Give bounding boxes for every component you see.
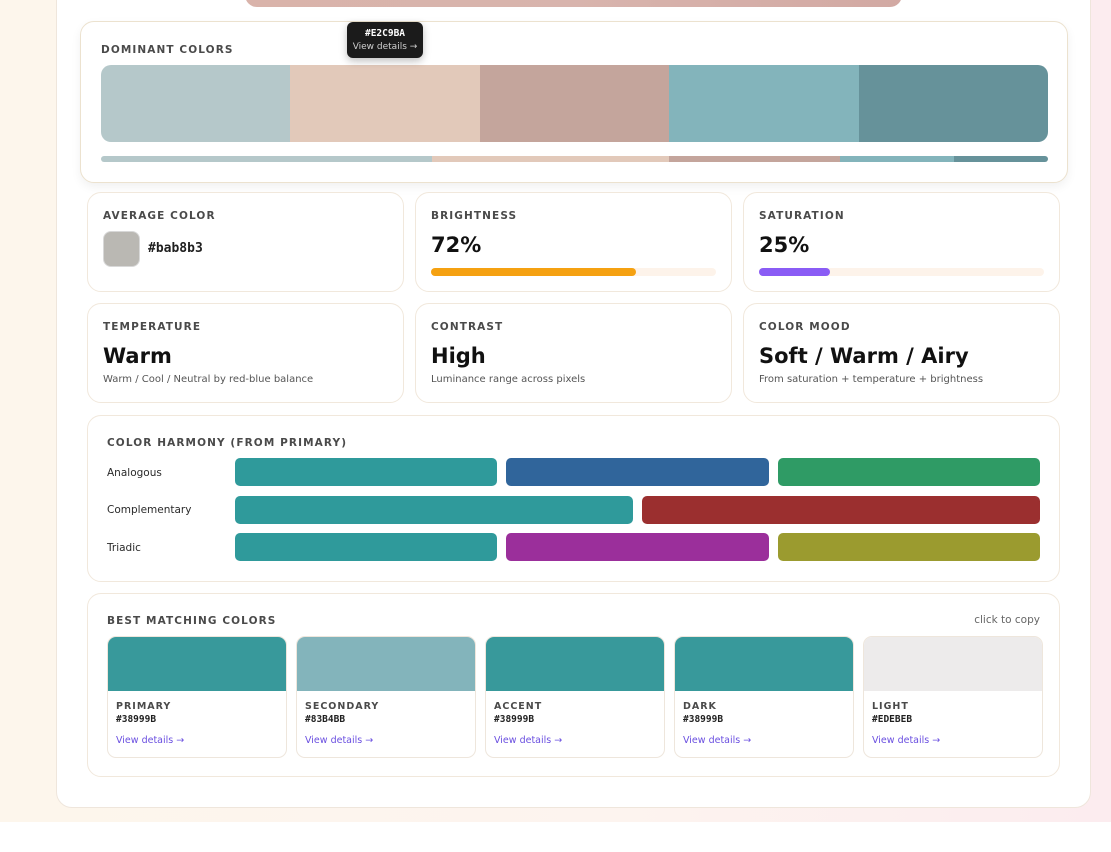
proportion-segment <box>839 156 955 162</box>
brightness-card: BRIGHTNESS 72% <box>415 192 732 292</box>
harmony-swatch[interactable] <box>235 496 633 524</box>
matching-color-dark[interactable]: DARK #38999B View details → <box>674 636 854 758</box>
page-footer-area <box>0 822 1111 852</box>
average-color-swatch <box>103 231 140 267</box>
brightness-fill <box>431 268 637 276</box>
matching-hex: #EDEBEB <box>872 714 913 725</box>
color-mood-value: Soft / Warm / Airy <box>759 344 969 368</box>
color-mood-card: COLOR MOOD Soft / Warm / Airy From satur… <box>743 303 1060 403</box>
average-color-hex: #bab8b3 <box>148 241 203 256</box>
matching-name: LIGHT <box>872 701 909 712</box>
average-color-card: AVERAGE COLOR #bab8b3 <box>87 192 404 292</box>
tooltip-view-details-link[interactable]: View details → <box>352 42 418 52</box>
harmony-row-analogous <box>235 458 1040 486</box>
matching-chip <box>675 637 853 691</box>
matching-hex: #38999B <box>494 714 535 725</box>
dominant-swatch-strip <box>101 65 1048 142</box>
harmony-row-label-triadic: Triadic <box>107 542 141 554</box>
brightness-value: 72% <box>431 233 482 257</box>
harmony-row-label-complementary: Complementary <box>107 504 192 516</box>
saturation-title: SATURATION <box>759 210 845 222</box>
proportion-segment <box>669 156 840 162</box>
harmony-row-complementary <box>235 496 1040 524</box>
color-harmony-card: COLOR HARMONY (FROM PRIMARY) Analogous C… <box>87 415 1060 582</box>
temperature-note: Warm / Cool / Neutral by red-blue balanc… <box>103 374 314 385</box>
matching-name: PRIMARY <box>116 701 172 712</box>
matching-color-list: PRIMARY #38999B View details → SECONDARY… <box>107 636 1043 758</box>
harmony-swatch[interactable] <box>777 458 1040 486</box>
image-preview <box>245 0 902 7</box>
proportion-segment <box>101 156 432 162</box>
temperature-title: TEMPERATURE <box>103 321 202 333</box>
contrast-title: CONTRAST <box>431 321 504 333</box>
temperature-value: Warm <box>103 344 172 368</box>
proportion-segment <box>431 156 670 162</box>
tooltip-hex: #E2C9BA <box>364 28 406 39</box>
color-mood-title: COLOR MOOD <box>759 321 851 333</box>
saturation-value: 25% <box>759 233 810 257</box>
proportion-segment <box>954 156 1048 162</box>
matching-hex: #38999B <box>116 714 157 725</box>
harmony-row-triadic <box>235 533 1040 561</box>
harmony-swatch[interactable] <box>235 533 498 561</box>
swatch-tooltip: #E2C9BA View details → <box>347 22 423 58</box>
matching-chip <box>864 637 1042 691</box>
harmony-swatch[interactable] <box>506 533 769 561</box>
saturation-fill <box>759 268 831 276</box>
matching-color-secondary[interactable]: SECONDARY #83B4BB View details → <box>296 636 476 758</box>
matching-hex: #38999B <box>683 714 724 725</box>
matching-chip <box>297 637 475 691</box>
dominant-swatch[interactable] <box>669 65 859 142</box>
dominant-colors-title: DOMINANT COLORS <box>101 44 234 56</box>
matching-hex: #83B4BB <box>305 714 346 725</box>
view-details-link[interactable]: View details → <box>872 735 941 746</box>
harmony-swatch[interactable] <box>777 533 1040 561</box>
contrast-card: CONTRAST High Luminance range across pix… <box>415 303 732 403</box>
harmony-swatch[interactable] <box>506 458 769 486</box>
harmony-swatch[interactable] <box>642 496 1040 524</box>
saturation-card: SATURATION 25% <box>743 192 1060 292</box>
matching-name: SECONDARY <box>305 701 380 712</box>
matching-color-light[interactable]: LIGHT #EDEBEB View details → <box>863 636 1043 758</box>
view-details-link[interactable]: View details → <box>305 735 374 746</box>
temperature-card: TEMPERATURE Warm Warm / Cool / Neutral b… <box>87 303 404 403</box>
matching-name: ACCENT <box>494 701 543 712</box>
average-color-title: AVERAGE COLOR <box>103 210 216 222</box>
matching-name: DARK <box>683 701 717 712</box>
best-matching-title: BEST MATCHING COLORS <box>107 615 277 627</box>
dominant-swatch[interactable] <box>101 65 291 142</box>
color-proportion-bar <box>101 156 1048 162</box>
harmony-row-label-analogous: Analogous <box>107 467 162 479</box>
matching-chip <box>486 637 664 691</box>
dominant-colors-card: DOMINANT COLORS <box>80 21 1068 183</box>
view-details-link[interactable]: View details → <box>116 735 185 746</box>
best-matching-card: BEST MATCHING COLORS click to copy PRIMA… <box>87 593 1060 777</box>
color-mood-note: From saturation + temperature + brightne… <box>759 374 984 385</box>
view-details-link[interactable]: View details → <box>683 735 752 746</box>
matching-color-primary[interactable]: PRIMARY #38999B View details → <box>107 636 287 758</box>
saturation-track <box>759 268 1044 276</box>
copy-hint: click to copy <box>974 614 1040 626</box>
brightness-title: BRIGHTNESS <box>431 210 518 222</box>
brightness-track <box>431 268 716 276</box>
dominant-swatch[interactable] <box>290 65 480 142</box>
harmony-swatch[interactable] <box>235 458 498 486</box>
contrast-value: High <box>431 344 486 368</box>
contrast-note: Luminance range across pixels <box>431 374 586 385</box>
view-details-link[interactable]: View details → <box>494 735 563 746</box>
matching-color-accent[interactable]: ACCENT #38999B View details → <box>485 636 665 758</box>
color-harmony-title: COLOR HARMONY (FROM PRIMARY) <box>107 437 348 449</box>
dominant-swatch[interactable] <box>479 65 670 142</box>
matching-chip <box>108 637 286 691</box>
dominant-swatch[interactable] <box>858 65 1048 142</box>
